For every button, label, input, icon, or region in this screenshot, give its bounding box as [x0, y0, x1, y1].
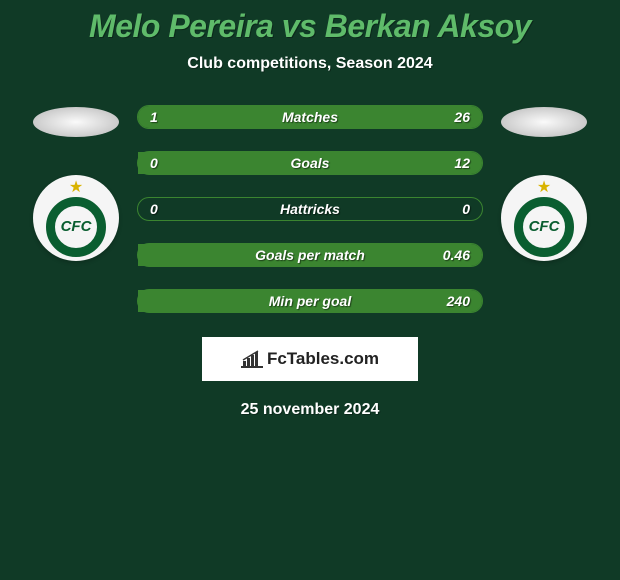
chart-icon — [241, 350, 263, 368]
page-title: Melo Pereira vs Berkan Aksoy — [89, 8, 531, 45]
stat-left-value: 0 — [150, 201, 158, 217]
stat-left-value: 0 — [150, 155, 158, 171]
star-icon: ★ — [69, 180, 83, 196]
player-ellipse-left — [33, 107, 119, 137]
stat-label: Goals per match — [255, 247, 365, 263]
stat-bar: Min per goal 240 — [137, 289, 483, 313]
club-crest-left: ★ CFC — [33, 175, 119, 261]
content-area: ★ CFC 1 Matches 26 0 Goals 12 0 Hattricks 0 Goals… — [0, 105, 620, 313]
stat-bar: Goals per match 0.46 — [137, 243, 483, 267]
stat-label: Hattricks — [280, 201, 340, 217]
stat-right-value: 0.46 — [443, 247, 470, 263]
stat-left-value: 1 — [150, 109, 158, 125]
crest-abbrev: CFC — [529, 218, 560, 235]
stat-label: Goals — [291, 155, 330, 171]
right-player-side: ★ CFC — [501, 105, 587, 261]
stat-bar: 0 Goals 12 — [137, 151, 483, 175]
left-player-side: ★ CFC — [33, 105, 119, 261]
crest-ring: CFC — [514, 197, 574, 257]
stat-right-value: 26 — [454, 109, 470, 125]
stat-right-value: 0 — [462, 201, 470, 217]
player-ellipse-right — [501, 107, 587, 137]
star-icon: ★ — [537, 180, 551, 196]
brand-box[interactable]: FcTables.com — [202, 337, 418, 381]
comparison-widget: Melo Pereira vs Berkan Aksoy Club compet… — [0, 0, 620, 580]
stat-bars: 1 Matches 26 0 Goals 12 0 Hattricks 0 Goals per m… — [137, 105, 483, 313]
stat-bar: 0 Hattricks 0 — [137, 197, 483, 221]
stat-label: Min per goal — [269, 293, 351, 309]
stat-right-value: 240 — [447, 293, 470, 309]
crest-abbrev: CFC — [61, 218, 92, 235]
stat-right-value: 12 — [454, 155, 470, 171]
date-text: 25 november 2024 — [241, 401, 380, 419]
stat-label: Matches — [282, 109, 338, 125]
stat-bar: 1 Matches 26 — [137, 105, 483, 129]
subtitle: Club competitions, Season 2024 — [187, 55, 432, 73]
crest-ring: CFC — [46, 197, 106, 257]
club-crest-right: ★ CFC — [501, 175, 587, 261]
brand-text: FcTables.com — [267, 349, 379, 369]
